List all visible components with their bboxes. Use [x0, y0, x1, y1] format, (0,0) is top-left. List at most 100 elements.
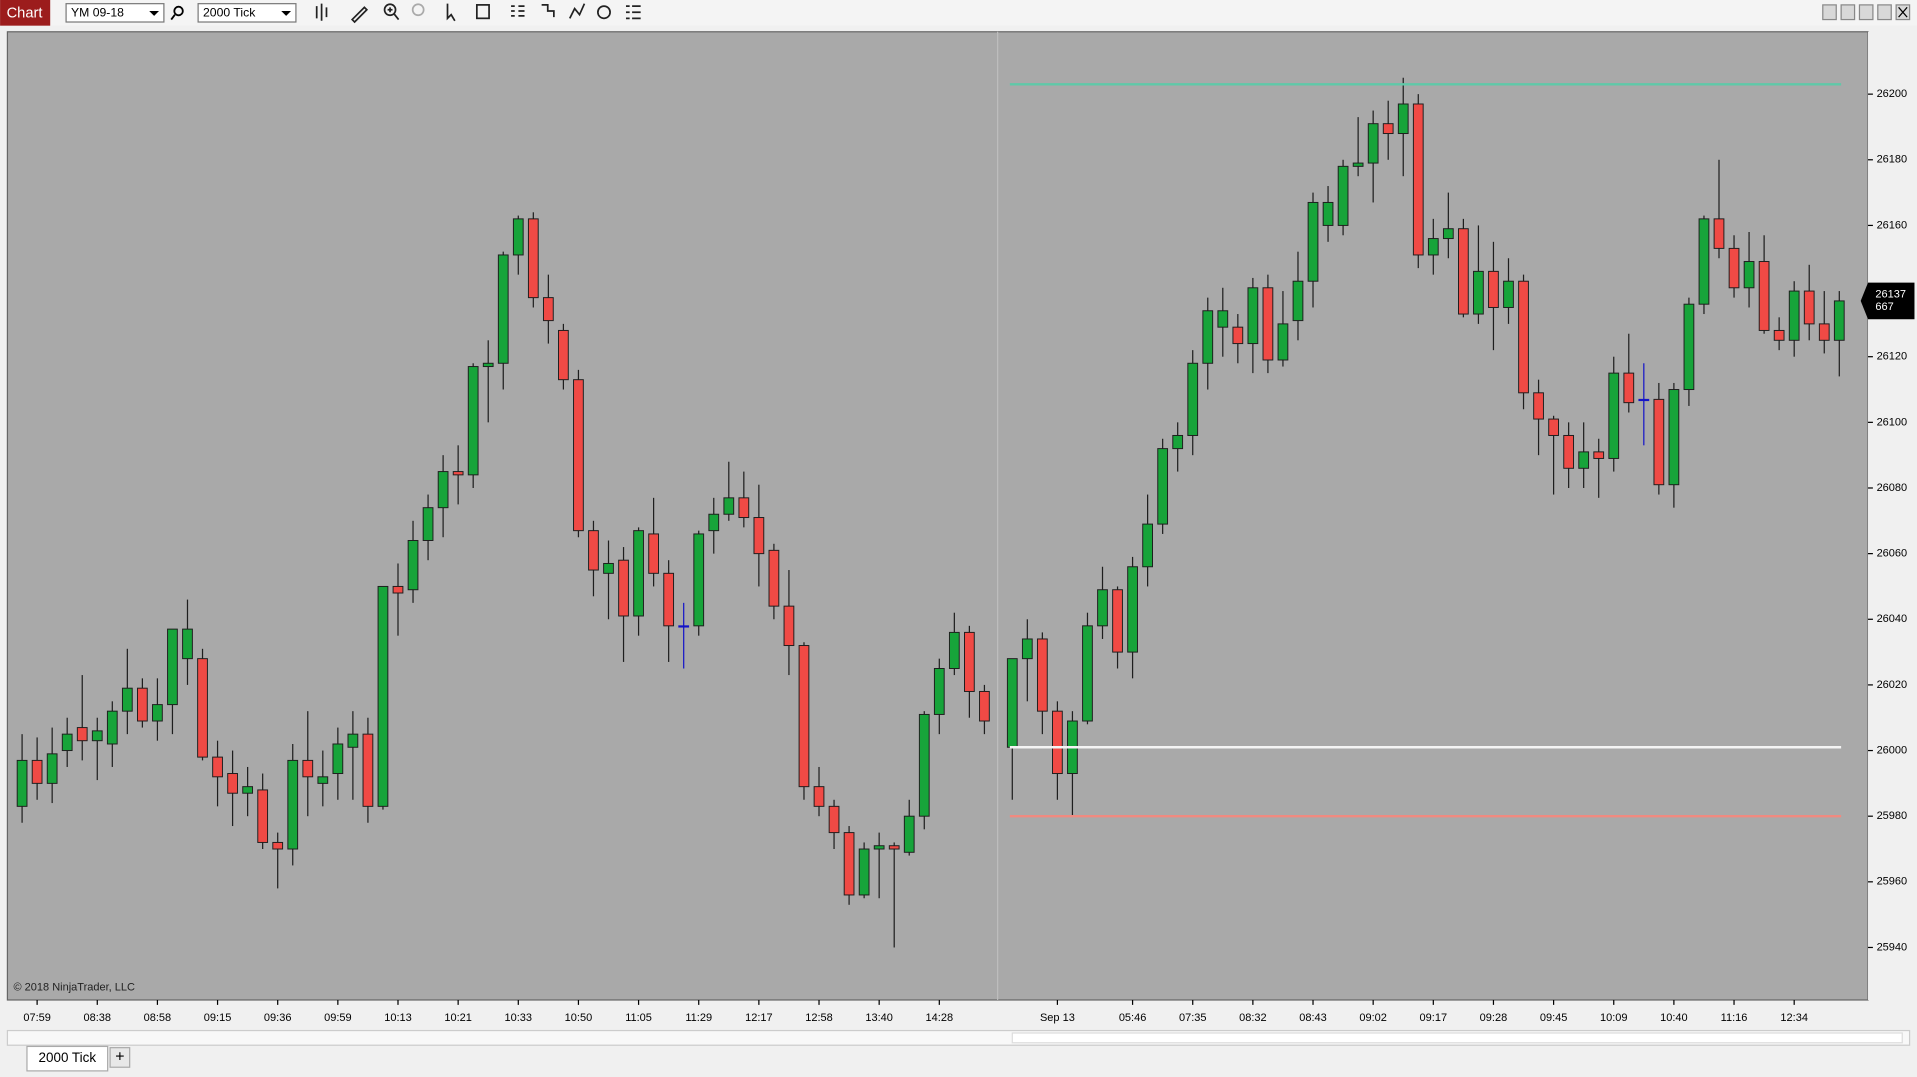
candle-body	[1518, 280, 1529, 394]
x-tick-label: 10:13	[384, 1012, 412, 1024]
window-button[interactable]	[1840, 4, 1856, 21]
refresh-icon[interactable]	[597, 5, 611, 20]
bottom-tab[interactable]	[26, 1045, 109, 1072]
interval-select[interactable]	[197, 3, 297, 23]
candle-body	[452, 471, 464, 476]
candle-body	[91, 730, 103, 742]
properties-icon[interactable]	[475, 4, 490, 20]
candle-body	[1127, 566, 1138, 653]
candle-body	[1277, 323, 1289, 361]
zoom-in-detail	[387, 7, 400, 21]
bars-icon[interactable]	[315, 3, 328, 21]
candle-body	[1563, 434, 1575, 469]
x-tick-label: 08:38	[84, 1012, 112, 1024]
candle-body	[1683, 303, 1695, 391]
candle-body	[1036, 638, 1048, 712]
chart-tab[interactable]	[0, 0, 51, 26]
y-tick-label: 25940	[1877, 941, 1908, 953]
candle-body	[467, 366, 479, 476]
candle-body	[16, 759, 28, 807]
scroll-thumb[interactable]	[1011, 1032, 1903, 1044]
x-tick-label: 10:33	[505, 1012, 533, 1024]
candle-body	[272, 841, 284, 850]
candle-body	[1307, 201, 1319, 282]
minimize-button[interactable]	[1858, 4, 1874, 21]
candle-body	[768, 549, 780, 607]
candle-body	[1578, 451, 1590, 469]
candle-body	[738, 497, 750, 519]
candle-body	[392, 585, 404, 594]
candle-body	[317, 776, 329, 784]
bottom-tab-label: 2000 Tick	[39, 1050, 97, 1065]
candle-body	[167, 628, 178, 706]
candle-body	[407, 540, 419, 591]
candle-body	[1172, 434, 1184, 450]
candle-body	[903, 815, 915, 853]
x-tick-label: 09:45	[1540, 1012, 1568, 1024]
draw-icon[interactable]	[350, 6, 369, 24]
candle-body	[1593, 451, 1605, 459]
list-icon[interactable]	[511, 5, 525, 17]
candle-body	[1803, 290, 1815, 325]
candle-body	[1217, 310, 1229, 328]
x-tick-label: 08:32	[1239, 1012, 1267, 1024]
candle-body	[1698, 218, 1710, 305]
templates-icon[interactable]	[541, 4, 555, 18]
window-button[interactable]	[1822, 4, 1837, 21]
toolbar-icons	[315, 3, 641, 24]
candle-body	[1292, 280, 1304, 322]
candle-body	[1638, 398, 1650, 402]
candle-body	[437, 471, 449, 509]
candle-body	[1743, 261, 1755, 289]
x-tick-label: 11:16	[1721, 1012, 1748, 1024]
last-price: 26137	[1875, 289, 1906, 301]
candle-body	[678, 625, 690, 628]
restore-button[interactable]	[1877, 4, 1892, 21]
instrument-select[interactable]	[65, 3, 165, 23]
candle-body	[332, 743, 344, 775]
menu-icon[interactable]	[625, 5, 641, 20]
x-tick-label: 07:35	[1179, 1012, 1207, 1024]
candle-body	[873, 845, 885, 850]
candle-body	[1548, 418, 1559, 436]
search-icon[interactable]	[173, 5, 184, 17]
x-tick-label: 09:17	[1420, 1012, 1448, 1024]
zoom-out-icon[interactable]	[411, 3, 425, 17]
candle-body	[1262, 287, 1274, 361]
x-tick-label: 12:58	[805, 1012, 833, 1024]
candle-body	[1488, 270, 1499, 308]
candle-body	[287, 759, 299, 850]
candle-body	[1713, 218, 1725, 249]
candle-body	[1788, 290, 1800, 341]
candle-body	[964, 631, 975, 692]
candle-body	[979, 690, 990, 722]
pointer-icon[interactable]	[446, 3, 456, 22]
candle-body	[1157, 448, 1169, 525]
candle-body	[1052, 710, 1063, 775]
strategy-icon[interactable]	[568, 3, 586, 19]
candle-body	[708, 513, 720, 532]
x-tick-label: 08:43	[1299, 1012, 1327, 1024]
y-tick-label: 26080	[1877, 482, 1908, 494]
candle-body	[1533, 392, 1544, 420]
candle-body	[1006, 658, 1018, 748]
x-tick-label: 12:17	[745, 1012, 773, 1024]
price-marker	[1860, 282, 1915, 320]
x-tick-label: 10:40	[1660, 1012, 1688, 1024]
candle-body	[813, 786, 825, 807]
candle-body	[1247, 287, 1259, 345]
candle-body	[212, 756, 223, 778]
y-tick-label: 26040	[1877, 613, 1908, 625]
x-tick-label: 12:34	[1780, 1012, 1808, 1024]
candle-body	[858, 848, 870, 896]
candle-body	[242, 786, 254, 794]
dropdown-arrow	[281, 11, 292, 16]
interval-label: 2000 Tick	[203, 6, 256, 20]
y-tick-label: 26060	[1877, 548, 1908, 560]
zoom-in-icon[interactable]	[383, 3, 397, 17]
candle-body	[693, 533, 705, 627]
dropdown-arrow	[149, 11, 160, 16]
candle-body	[257, 789, 269, 843]
add-tab-button[interactable]	[109, 1047, 131, 1068]
